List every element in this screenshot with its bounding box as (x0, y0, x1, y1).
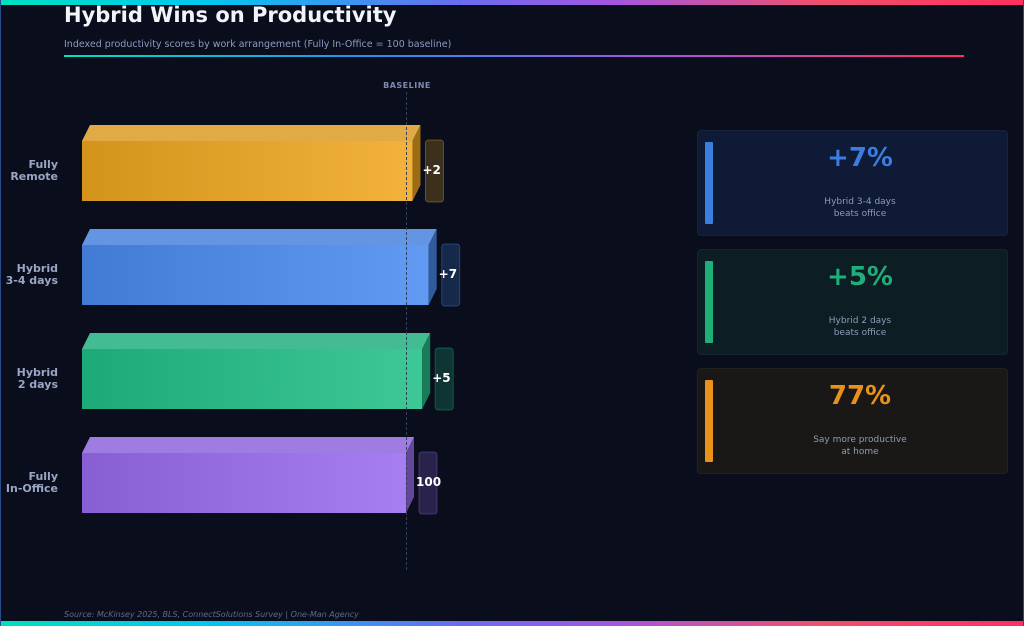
bar-side-face (422, 333, 431, 409)
top-gradient-strip (0, 0, 1024, 5)
data-label: 100 (416, 475, 442, 489)
bar-top-face (82, 437, 414, 453)
data-label: +5 (432, 371, 451, 385)
card-value: 77% (828, 381, 892, 411)
card-value: +5% (827, 262, 893, 292)
bar-side-face (406, 437, 414, 513)
value-pill (418, 451, 438, 515)
value-pill (424, 139, 444, 203)
source-note: Source: McKinsey 2025, BLS, ConnectSolut… (64, 610, 359, 619)
bar-top-face (82, 333, 431, 349)
category-label: Hybrid 3-4 days (5, 262, 58, 287)
stat-card: +7% Hybrid 3-4 days beats office (697, 130, 1008, 236)
value-pill (434, 347, 454, 411)
card-value: +7% (827, 143, 893, 173)
card-description: Hybrid 3-4 days beats office (824, 197, 896, 219)
baseline-line (406, 92, 407, 570)
bar-side-face (428, 229, 437, 305)
category-label: Fully Remote (10, 158, 58, 183)
title-underline (64, 55, 964, 57)
value-pill (441, 243, 461, 307)
bar (82, 453, 406, 513)
bar-top-face (82, 229, 437, 245)
card-description: Hybrid 2 days beats office (828, 316, 892, 338)
bar-top-face (82, 125, 421, 141)
data-label: +7 (438, 267, 458, 281)
bar (82, 349, 423, 409)
category-label: Hybrid 2 days (16, 366, 58, 391)
card-description: Say more productive at home (813, 435, 907, 457)
chart-subtitle: Indexed productivity scores by work arra… (64, 39, 452, 50)
data-label: +2 (422, 163, 441, 177)
bar-side-face (412, 125, 421, 201)
bar (82, 245, 429, 305)
chart-title: Hybrid Wins on Productivity (64, 3, 397, 27)
stat-card: 77% Say more productive at home (697, 368, 1008, 474)
card-accent-bar (705, 380, 713, 462)
bottom-gradient-strip (0, 621, 1024, 626)
baseline-label: BASELINE (383, 81, 431, 90)
category-label: Fully In-Office (5, 470, 58, 495)
card-accent-bar (705, 142, 713, 224)
bar (82, 141, 413, 201)
card-accent-bar (705, 261, 713, 343)
stat-card: +5% Hybrid 2 days beats office (697, 249, 1008, 355)
